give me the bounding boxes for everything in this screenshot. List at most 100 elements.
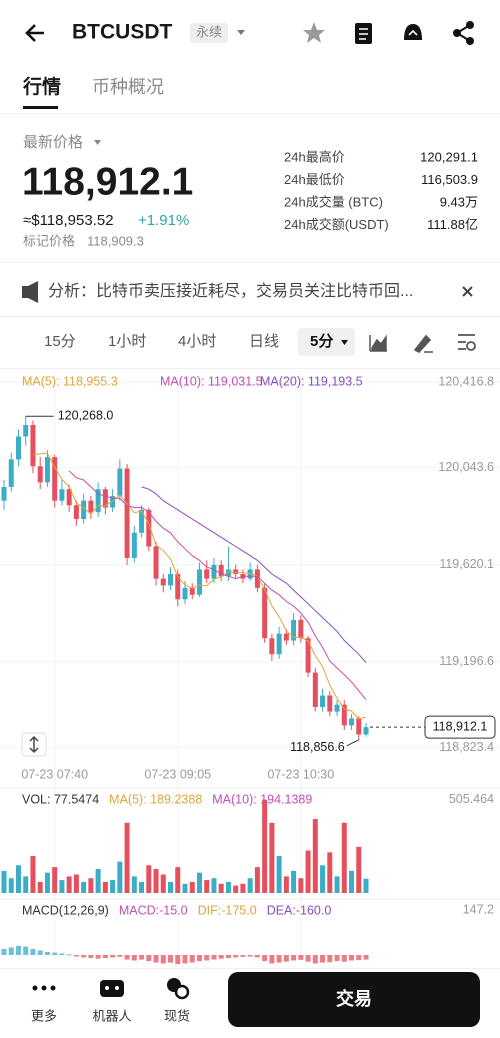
robot-eye <box>105 986 109 990</box>
volume-bar <box>204 880 210 893</box>
x-tick-label: 07-23 07:40 <box>21 767 88 781</box>
volume-bar <box>117 861 123 893</box>
candle-body <box>204 569 210 579</box>
macd-bar <box>363 955 369 960</box>
volume-bar <box>44 872 50 893</box>
last-price: 118,912.1 <box>22 160 193 203</box>
macd-bar <box>262 955 268 962</box>
candle-body <box>283 633 289 641</box>
price-label-caret[interactable] <box>94 140 101 145</box>
volume-bar <box>196 872 202 893</box>
candle-body <box>95 489 101 513</box>
trade-button-label: 交易 <box>336 988 372 1009</box>
macd-bar <box>211 955 217 960</box>
interval-tab[interactable]: 15分 <box>44 333 76 350</box>
legend-text: MA(5): 189.2388 <box>109 792 202 806</box>
candle-body <box>52 457 58 501</box>
settings-icon[interactable] <box>458 334 475 350</box>
candle-body <box>117 468 123 497</box>
divider <box>0 316 500 317</box>
volume-bar <box>262 799 268 893</box>
ma-legend: MA(20): 119,193.5 <box>260 374 363 388</box>
candle-body <box>233 569 239 575</box>
interval-caret[interactable] <box>341 340 348 345</box>
interval-tab[interactable]: 5分 <box>310 333 333 350</box>
interval-tab[interactable]: 1小时 <box>108 333 146 350</box>
more-icon[interactable] <box>32 985 56 991</box>
macd-bar <box>276 955 282 963</box>
candle-body <box>363 727 369 735</box>
macd-bar <box>23 946 29 955</box>
draw-icon[interactable] <box>413 334 433 353</box>
trade-button[interactable] <box>228 972 480 1027</box>
interval-tab[interactable]: 日线 <box>249 333 279 350</box>
macd-bar <box>52 952 58 955</box>
volume-bar <box>175 867 181 893</box>
badge: 永续 <box>196 24 222 39</box>
x-tick-label: 07-23 09:05 <box>144 767 211 781</box>
nav-label[interactable]: 机器人 <box>92 1008 131 1023</box>
candle-body <box>312 672 318 707</box>
price-change: +1.91% <box>138 212 189 229</box>
low-leader <box>346 739 359 747</box>
macd-bar <box>117 955 123 957</box>
volume-bar <box>1 870 7 893</box>
back-button[interactable] <box>25 24 44 42</box>
chart-type-icon[interactable] <box>369 334 387 352</box>
tab[interactable]: 币种概况 <box>92 77 164 97</box>
last-price-label: 118,912.1 <box>433 719 488 733</box>
symbol-caret[interactable] <box>237 30 245 35</box>
robot-icon[interactable] <box>100 980 124 997</box>
candle-body <box>276 633 282 655</box>
candle-body <box>30 425 36 467</box>
share-icon[interactable] <box>453 21 474 45</box>
macd-bar <box>204 955 210 961</box>
share-dot <box>453 29 461 37</box>
candle-body <box>305 638 311 673</box>
macd-bar <box>349 955 355 961</box>
y-tick-label: 505.464 <box>449 792 494 806</box>
settings-icon-dot <box>466 341 476 351</box>
macd-bar <box>44 951 50 955</box>
macd-bar <box>59 953 65 955</box>
robot-eye <box>115 986 119 990</box>
divider <box>0 968 500 969</box>
volume-bar <box>269 822 275 893</box>
macd-bar <box>196 955 202 962</box>
volume-bar <box>254 867 260 893</box>
megaphone-icon <box>22 281 38 303</box>
volume-bar <box>30 856 36 893</box>
legend-text: MACD(12,26,9) <box>22 903 109 917</box>
macd-bar <box>30 948 36 955</box>
nav-label[interactable]: 现货 <box>164 1008 190 1023</box>
last-price-box <box>424 715 496 739</box>
candle-body <box>320 695 326 707</box>
volume-bar <box>312 819 318 893</box>
macd-bar <box>225 955 231 959</box>
nav-label[interactable]: 更多 <box>31 1008 57 1023</box>
candle-body <box>298 619 304 639</box>
volume-bar <box>102 881 108 893</box>
stat-value: 120,291.1 <box>420 149 478 164</box>
favorite-icon[interactable] <box>303 22 325 43</box>
macd-bar <box>320 955 326 963</box>
close-icon[interactable] <box>462 286 473 297</box>
macd-bar <box>124 955 130 960</box>
mark-price: 118,909.3 <box>87 233 144 248</box>
volume-bar <box>146 865 152 893</box>
volume-bar <box>189 881 195 893</box>
interval-tab[interactable]: 4小时 <box>178 333 216 350</box>
volume-bar <box>168 881 174 893</box>
volume-bar <box>88 878 94 893</box>
alert-icon-mark <box>408 29 418 36</box>
candle-body <box>225 569 231 577</box>
candle-body <box>327 695 333 712</box>
candle-body <box>110 496 116 508</box>
volume-bar <box>276 856 282 893</box>
candle-body <box>102 489 108 508</box>
analysis-text[interactable]: 分析：比特币卖压接近耗尽，交易员关注比特币回... <box>48 282 413 300</box>
macd-bar <box>218 955 224 959</box>
candle-body <box>15 436 21 460</box>
tab-active[interactable]: 行情 <box>22 75 61 98</box>
